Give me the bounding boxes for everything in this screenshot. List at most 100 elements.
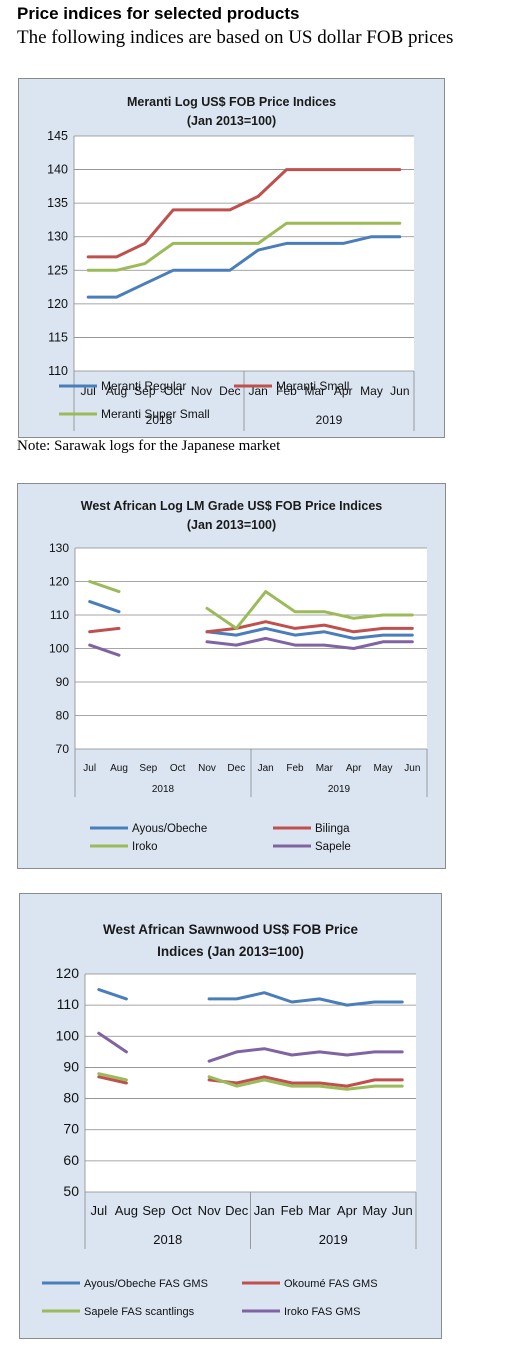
y-tick-label: 90 [63,1058,79,1074]
legend-label: Meranti Regular [101,379,186,393]
legend-label: Meranti Small [276,379,349,393]
legend-label: Sapele [315,841,351,853]
x-tick-label: Mar [308,1203,331,1218]
x-tick-label: Mar [304,384,325,398]
series-line-iroko [205,590,414,630]
series-line-okoum-fas-gms [207,1075,404,1088]
chart-title-line: (Jan 2013=100) [187,518,276,532]
legend-label: Okoumé FAS GMS [284,1278,378,1290]
series-line-bilinga [205,620,414,634]
x-group-label: 2019 [328,784,351,795]
x-tick-label: Oct [164,384,183,398]
series-line-ayous-obeche [205,626,414,640]
x-tick-label: Jan [258,763,274,774]
chart-title-line: (Jan 2013=100) [187,114,276,128]
x-tick-label: Mar [316,763,334,774]
y-tick-label: 80 [63,1090,79,1106]
y-tick-label: 130 [49,541,69,555]
y-tick-label: 90 [56,675,70,689]
series-line-ayous-obeche-fas-gms [97,988,128,1001]
legend-label: Sapele FAS scantlings [84,1306,195,1318]
x-tick-label: May [374,763,393,774]
x-tick-label: May [362,1203,387,1218]
y-tick-label: 135 [47,196,68,210]
x-tick-label: May [360,384,383,398]
x-tick-label: Oct [170,763,186,774]
y-tick-label: 70 [63,1121,79,1137]
series-line-ayous-obeche-fas-gms [207,991,404,1007]
y-tick-label: 120 [56,965,80,981]
x-tick-label: Apr [346,763,362,774]
x-group-label: 2018 [152,784,175,795]
series-line-sapele [205,636,414,650]
series-line-meranti-super-small [86,221,402,272]
x-group-label: 2018 [146,413,173,427]
series-line-meranti-small [86,168,402,259]
y-tick-label: 145 [47,129,68,143]
series-line-iroko-fas-gms [97,1031,128,1054]
x-tick-label: Dec [225,1203,249,1218]
meranti-chart: Meranti Log US$ FOB Price Indices (Jan 20… [47,95,415,431]
chart-title-line: Indices (Jan 2013=100) [157,944,304,959]
west-african-sawnwood-chart: West African Sawnwood US$ FOB Price Indic… [42,922,417,1318]
series-line-ayous-obeche [88,600,121,614]
y-tick-label: 100 [49,642,69,656]
x-tick-label: Nov [198,763,216,774]
series-line-sapele-fas-scantlings [97,1072,128,1082]
chart-title-line: West African Log LM Grade US$ FOB Price … [81,499,383,513]
x-tick-label: Jul [90,1203,107,1218]
x-tick-label: Nov [198,1203,222,1218]
y-tick-label: 120 [49,575,69,589]
legend-label: Ayous/Obeche FAS GMS [84,1278,208,1290]
x-group-label: 2019 [316,413,343,427]
series-line-okoum-fas-gms [97,1075,128,1085]
x-tick-label: Aug [110,763,128,774]
x-tick-label: Feb [281,1203,303,1218]
x-tick-label: Oct [171,1203,192,1218]
x-tick-label: Apr [337,1203,358,1218]
x-tick-label: Dec [227,763,245,774]
series-line-sapele [88,643,121,657]
y-tick-label: 110 [50,608,69,622]
chart-note: Note: Sarawak logs for the Japanese mark… [17,438,281,454]
x-tick-label: Sep [139,763,157,774]
y-tick-label: 110 [57,996,80,1012]
x-group-label: 2018 [153,1232,182,1247]
plot-area [74,136,414,371]
y-tick-label: 60 [63,1152,79,1168]
series-line-iroko-fas-gms [207,1047,404,1063]
meranti-chart-panel: Meranti Log US$ FOB Price Indices (Jan 20… [18,78,445,438]
series-line-bilinga [88,626,121,634]
chart-title-line: Meranti Log US$ FOB Price Indices [127,95,336,109]
y-tick-label: 140 [47,163,68,177]
y-tick-label: 115 [48,330,68,344]
x-tick-label: Feb [276,384,297,398]
west-african-log-chart: West African Log LM Grade US$ FOB Price … [49,499,428,853]
y-tick-label: 70 [56,742,70,756]
y-tick-label: 125 [47,263,68,277]
x-tick-label: Jan [254,1203,275,1218]
series-line-meranti-regular [86,235,402,299]
x-tick-label: Jun [390,384,409,398]
legend-label: Meranti Super Small [101,407,210,421]
series-line-sapele-fas-scantlings [207,1075,404,1091]
x-tick-label: Jun [404,763,420,774]
x-tick-label: Jul [83,763,96,774]
x-tick-label: Sep [142,1203,165,1218]
series-line-iroko [88,580,121,594]
y-tick-label: 50 [63,1183,79,1199]
x-tick-label: Apr [334,384,353,398]
chart-title-line: West African Sawnwood US$ FOB Price [103,922,359,937]
x-tick-label: Nov [191,384,212,398]
legend-label: Ayous/Obeche [132,823,207,835]
y-tick-label: 80 [56,709,70,723]
legend-label: Iroko FAS GMS [284,1306,360,1318]
page-heading: Price indices for selected products [17,4,300,23]
west-african-sawnwood-chart-panel: West African Sawnwood US$ FOB Price Indic… [19,893,442,1339]
x-tick-label: Sep [134,384,156,398]
y-tick-label: 130 [47,230,68,244]
west-african-log-chart-panel: West African Log LM Grade US$ FOB Price … [17,483,446,869]
x-tick-label: Feb [286,763,304,774]
x-tick-label: Jun [392,1203,413,1218]
legend-label: Iroko [132,841,158,853]
